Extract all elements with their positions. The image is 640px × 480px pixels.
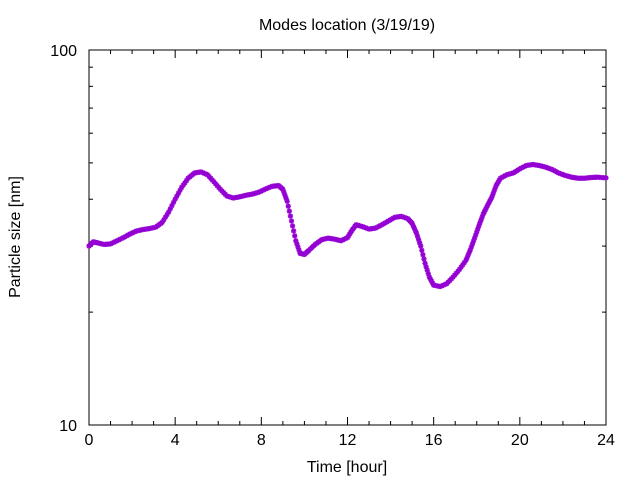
x-tick-label: 8 <box>257 432 266 449</box>
data-point-interp <box>291 228 297 234</box>
data-point-interp <box>292 233 298 239</box>
x-tick-label: 4 <box>171 432 180 449</box>
x-axis-label: Time [hour] <box>307 459 387 476</box>
data-point <box>418 243 424 249</box>
data-point-interp <box>289 223 296 229</box>
x-tick-label: 0 <box>85 432 94 449</box>
x-tick-label: 16 <box>425 432 443 449</box>
x-axis-ticks: 0 4 8 12 16 20 24 <box>85 50 615 449</box>
x-tick-label: 24 <box>597 432 615 449</box>
chart-title: Modes location (3/19/19) <box>259 17 435 34</box>
data-point-interp <box>420 252 426 258</box>
x-tick-label: 12 <box>339 432 357 449</box>
data-point-interp <box>287 213 294 219</box>
data-point <box>603 175 609 181</box>
data-points <box>86 161 609 290</box>
x-tick-label: 20 <box>511 432 529 449</box>
data-point <box>284 198 290 204</box>
data-point <box>288 218 295 224</box>
y-tick-label: 10 <box>59 418 77 435</box>
data-point <box>159 219 165 225</box>
data-point-interp <box>286 208 292 214</box>
y-axis-ticks: 10 100 <box>50 43 606 435</box>
data-point-interp <box>419 247 425 253</box>
data-point-interp <box>421 256 427 262</box>
y-axis-label: Particle size [nm] <box>7 176 24 298</box>
y-tick-label: 100 <box>50 43 77 60</box>
data-point-interp <box>285 203 291 209</box>
